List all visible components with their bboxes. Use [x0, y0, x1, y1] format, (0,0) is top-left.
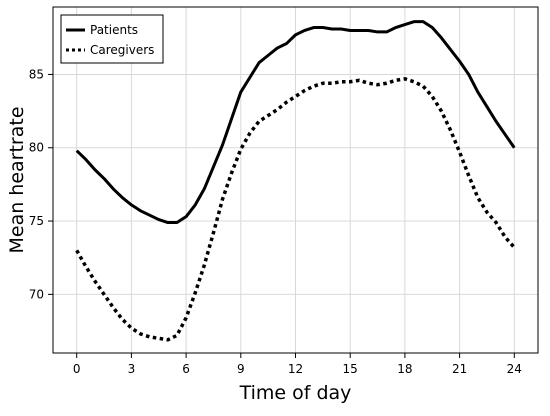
- series-layer: [75, 20, 516, 342]
- legend-box: [60, 14, 164, 64]
- x-tick-label: 6: [182, 362, 190, 376]
- legend: Patients Caregivers: [60, 14, 164, 64]
- series-line-patients: [75, 20, 516, 225]
- x-tick-label: 3: [128, 362, 136, 376]
- y-tick-label: 75: [29, 214, 44, 228]
- legend-label: Patients: [90, 23, 138, 37]
- x-tick-label: 12: [288, 362, 303, 376]
- x-axis-label: Time of day: [239, 382, 352, 404]
- axis-ticks: 0 3 6 9 12 15 18 21 24 70 75 80 85: [29, 67, 522, 376]
- x-tick-label: 9: [237, 362, 245, 376]
- x-tick-label: 24: [507, 362, 522, 376]
- grid: [53, 7, 538, 353]
- x-tick-label: 15: [343, 362, 358, 376]
- y-tick-label: 70: [29, 287, 44, 301]
- x-tick-label: 18: [397, 362, 412, 376]
- y-tick-label: 85: [29, 67, 44, 81]
- y-axis-label: Mean heartrate: [6, 106, 28, 253]
- y-tick-label: 80: [29, 141, 44, 155]
- series-line-caregivers: [75, 77, 516, 342]
- legend-label: Caregivers: [90, 43, 154, 57]
- x-tick-label: 21: [452, 362, 467, 376]
- x-tick-label: 0: [73, 362, 81, 376]
